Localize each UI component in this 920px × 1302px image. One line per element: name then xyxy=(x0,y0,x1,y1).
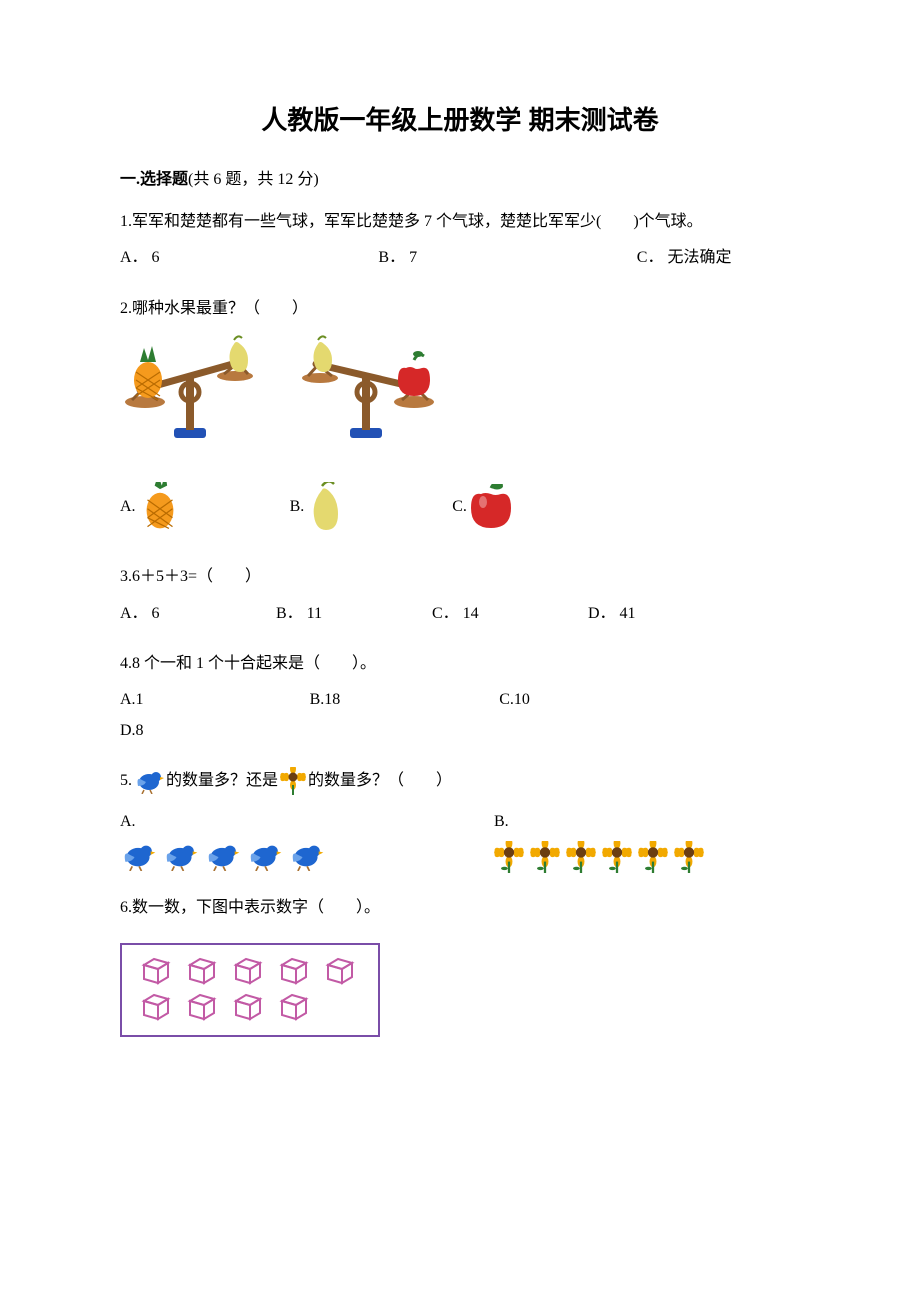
q3-options: A． 6 B． 11 C． 14 D． 41 xyxy=(120,599,800,629)
page-title: 人教版一年级上册数学 期末测试卷 xyxy=(120,100,800,137)
q5-option-b: B. xyxy=(494,807,704,873)
q5-mid1: 的数量多？还是 xyxy=(166,766,278,796)
q6-cube-row-1 xyxy=(140,955,360,987)
q1-option-a: A． 6 xyxy=(120,243,378,273)
q5-options: A. B xyxy=(120,807,800,873)
q2-option-c: C. xyxy=(452,484,513,530)
q5-a-label: A. xyxy=(120,807,324,837)
q4-option-b: B.18 xyxy=(310,685,460,715)
q2-option-a: A. xyxy=(120,482,180,532)
q5-pre: 5. xyxy=(120,766,132,796)
question-3: 3.6＋5＋3=（ ） A． 6 B． 11 C． 14 D． 41 xyxy=(120,562,800,629)
q1-text: 1.军军和楚楚都有一些气球，军军比楚楚多 7 个气球，楚楚比军军少( )个气球。 xyxy=(120,207,800,237)
question-4: 4.8 个一和 1 个十合起来是（ ）。 A.1 B.18 C.10 D.8 xyxy=(120,649,800,746)
pear-icon xyxy=(308,482,342,532)
question-2: 2.哪种水果最重？（ ） xyxy=(120,294,800,532)
q2-a-label: A. xyxy=(120,492,136,522)
q3-text: 3.6＋5＋3=（ ） xyxy=(120,562,800,592)
question-6: 6.数一数，下图中表示数字（ ）。 xyxy=(120,893,800,1037)
question-1: 1.军军和楚楚都有一些气球，军军比楚楚多 7 个气球，楚楚比军军少( )个气球。… xyxy=(120,207,800,274)
scale-pineapple-pear-icon xyxy=(120,332,260,452)
q2-option-b: B. xyxy=(290,482,343,532)
apple-icon xyxy=(471,484,513,530)
q2-scales xyxy=(120,332,800,452)
q2-text: 2.哪种水果最重？（ ） xyxy=(120,294,800,324)
q3-option-a: A． 6 xyxy=(120,599,256,629)
q5-b-icons xyxy=(494,841,704,873)
section-1-tail: (共 6 题，共 12 分) xyxy=(188,171,319,188)
q3-option-c: C． 14 xyxy=(432,599,568,629)
q2-options: A. B. C. xyxy=(120,482,800,532)
q4-text: 4.8 个一和 1 个十合起来是（ ）。 xyxy=(120,649,800,679)
q5-option-a: A. xyxy=(120,807,324,873)
pineapple-icon xyxy=(140,482,180,532)
section-1-head: 一.选择题(共 6 题，共 12 分) xyxy=(120,165,800,189)
q2-b-label: B. xyxy=(290,492,305,522)
q5-b-label: B. xyxy=(494,807,704,837)
q6-cube-row-2 xyxy=(140,991,360,1023)
q5-a-icons xyxy=(120,841,324,871)
q6-text: 6.数一数，下图中表示数字（ ）。 xyxy=(120,893,800,923)
q2-c-label: C. xyxy=(452,492,467,522)
q1-option-b: B． 7 xyxy=(378,243,636,273)
q1-options: A． 6 B． 7 C． 无法确定 xyxy=(120,243,800,273)
sunflower-icon xyxy=(280,767,306,795)
q1-option-c: C． 无法确定 xyxy=(637,243,800,273)
q3-option-b: B． 11 xyxy=(276,599,412,629)
scale-pear-apple-icon xyxy=(290,332,440,452)
bird-icon xyxy=(134,768,164,794)
q3-option-d: D． 41 xyxy=(588,599,724,629)
q5-mid2: 的数量多？（ ） xyxy=(308,766,452,796)
q4-option-d: D.8 xyxy=(120,716,270,746)
section-1-prefix: 一.选择题 xyxy=(120,171,188,188)
q5-text-line: 5. 的数量多？还是 xyxy=(120,766,800,796)
q4-options: A.1 B.18 C.10 D.8 xyxy=(120,685,800,746)
q4-option-a: A.1 xyxy=(120,685,270,715)
q4-option-c: C.10 xyxy=(499,685,649,715)
exam-page: 人教版一年级上册数学 期末测试卷 一.选择题(共 6 题，共 12 分) 1.军… xyxy=(0,0,920,1302)
q6-cube-box xyxy=(120,943,380,1037)
question-5: 5. 的数量多？还是 xyxy=(120,766,800,873)
